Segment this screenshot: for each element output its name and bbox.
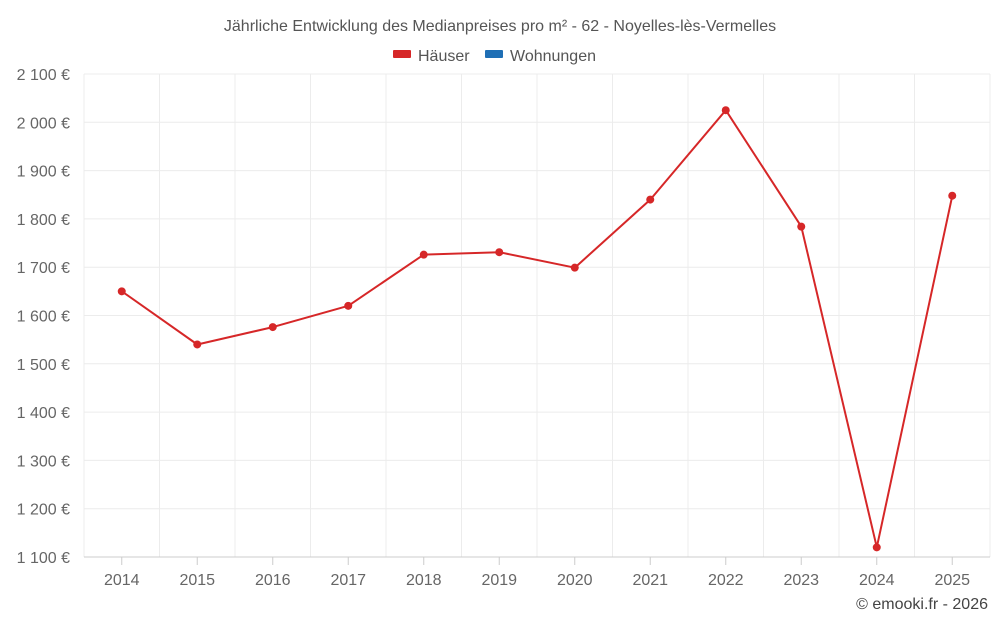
legend-label-wohnungen: Wohnungen: [510, 48, 596, 65]
y-tick-label: 1 800 €: [17, 212, 70, 229]
legend-item-wohnungen[interactable]: Wohnungen: [485, 48, 596, 65]
data-point-haeuser-2018[interactable]: [419, 250, 428, 259]
legend-swatch-wohnungen: [485, 50, 503, 58]
y-tick-label: 1 100 €: [17, 550, 70, 567]
y-tick-label: 1 200 €: [17, 502, 70, 519]
series-haeuser: [117, 106, 957, 552]
data-point-haeuser-2022[interactable]: [721, 106, 730, 115]
y-tick-label: 1 600 €: [17, 309, 70, 326]
data-point-haeuser-2015[interactable]: [193, 340, 202, 349]
x-tick-label: 2015: [179, 572, 215, 589]
data-point-haeuser-2019[interactable]: [495, 248, 504, 257]
y-tick-label: 1 300 €: [17, 453, 70, 470]
data-point-haeuser-2023[interactable]: [797, 222, 806, 231]
data-point-haeuser-2024[interactable]: [872, 543, 881, 552]
data-point-haeuser-2021[interactable]: [646, 195, 655, 204]
x-tick-label: 2019: [481, 572, 517, 589]
x-tick-label: 2021: [632, 572, 668, 589]
x-tick-label: 2018: [406, 572, 442, 589]
data-point-haeuser-2016[interactable]: [268, 323, 277, 332]
x-tick-label: 2025: [934, 572, 970, 589]
x-tick-label: 2023: [783, 572, 819, 589]
y-tick-label: 1 700 €: [17, 260, 70, 277]
x-tick-label: 2016: [255, 572, 291, 589]
x-tick-label: 2022: [708, 572, 744, 589]
data-point-haeuser-2017[interactable]: [344, 301, 353, 310]
chart-title: Jährliche Entwicklung des Medianpreises …: [224, 18, 776, 35]
y-tick-label: 2 100 €: [17, 67, 70, 84]
series-line-haeuser: [121, 109, 954, 549]
y-tick-label: 1 900 €: [17, 164, 70, 181]
gridlines: [83, 73, 991, 558]
x-tick-label: 2020: [557, 572, 593, 589]
y-axis: 1 100 € 1 200 € 1 300 € 1 400 € 1 500 € 1 600…: [17, 67, 70, 567]
x-tick-label: 2014: [104, 572, 140, 589]
y-tick-label: 1 400 €: [17, 405, 70, 422]
x-tick-label: 2017: [330, 572, 366, 589]
x-axis: 2014 2015 2016 2017 2018 2019 2020 2021 2022 2023…: [84, 556, 990, 589]
x-tick-label: 2024: [859, 572, 895, 589]
y-tick-label: 1 500 €: [17, 357, 70, 374]
legend-item-haeuser[interactable]: Häuser: [393, 48, 470, 65]
credit-text: © emooki.fr - 2026: [856, 596, 988, 613]
legend: Häuser Wohnungen: [393, 48, 596, 65]
data-point-haeuser-2014[interactable]: [117, 287, 126, 296]
data-point-haeuser-2020[interactable]: [570, 263, 579, 272]
y-tick-label: 2 000 €: [17, 115, 70, 132]
legend-label-haeuser: Häuser: [418, 48, 470, 65]
data-point-haeuser-2025[interactable]: [948, 191, 957, 200]
legend-swatch-haeuser: [393, 50, 411, 58]
